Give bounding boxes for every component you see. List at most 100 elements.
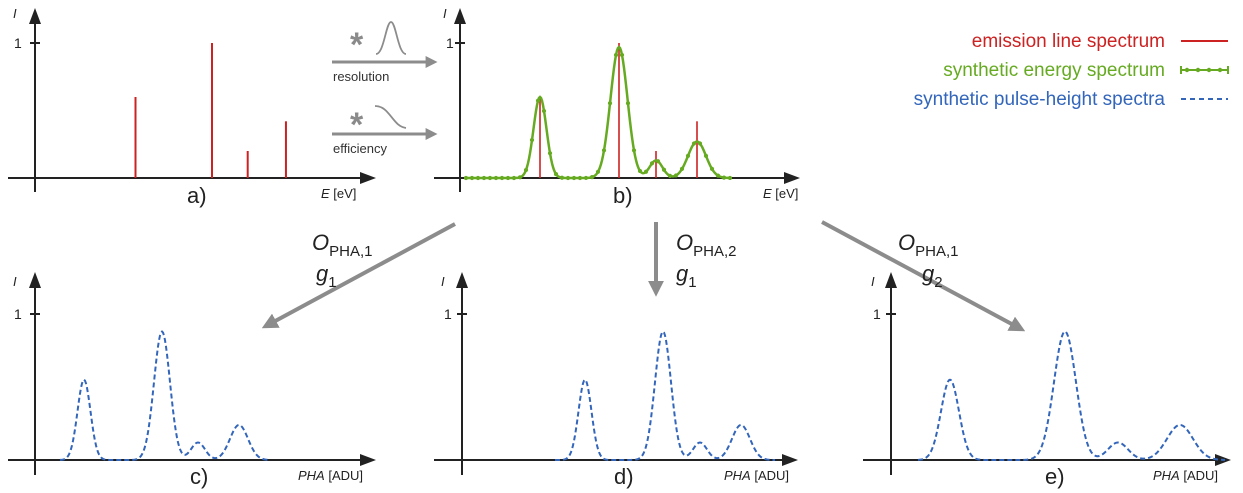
panel-e: I 1 PHA [ADU] e): [863, 272, 1231, 489]
efficiency-curve-icon: [374, 105, 407, 129]
panel-e-pha-spectrum: [917, 330, 1226, 461]
panel-a: I 1 E [eV] a): [8, 6, 376, 208]
panel-b-letter: b): [613, 183, 633, 208]
panel-b-x-arrowhead: [784, 172, 800, 184]
panel-d: I 1 PHA [ADU] d): [434, 272, 798, 489]
energy-point: [697, 141, 703, 146]
energy-point: [577, 175, 583, 181]
energy-point: [589, 175, 595, 180]
panel-d-letter: d): [614, 464, 634, 489]
gaussian-icon: [375, 21, 407, 55]
legend-energy-swatch: [1180, 66, 1229, 74]
panel-e-xlabel: PHA [ADU]: [1153, 468, 1218, 483]
energy-point: [571, 175, 577, 181]
energy-point: [493, 175, 499, 181]
legend-emission-text: emission line spectrum: [972, 31, 1165, 52]
panel-a-emission-lines: [134, 43, 287, 178]
energy-point: [715, 173, 721, 178]
energy-point: [685, 153, 691, 158]
panel-b-energy-spectrum: [464, 45, 731, 180]
panel-d-pha-spectrum: [555, 330, 776, 461]
energy-point: [595, 169, 601, 174]
efficiency-label: efficiency: [333, 141, 387, 156]
energy-point: [703, 153, 709, 158]
energy-point: [469, 175, 475, 181]
energy-point: [655, 159, 661, 164]
panel-b: I 1 E [eV] b): [434, 6, 800, 208]
energy-point: [691, 141, 697, 146]
energy-point: [625, 101, 631, 106]
operator-arrow-right: OPHA,1 g2: [821, 220, 1026, 332]
energy-point: [523, 167, 529, 173]
panel-b-y-arrowhead: [454, 8, 466, 24]
energy-point: [541, 108, 547, 114]
convolution-star-efficiency: *: [350, 106, 364, 144]
energy-point: [673, 173, 679, 178]
panel-a-x-arrowhead: [360, 172, 376, 184]
convolution-efficiency: * efficiency: [332, 105, 438, 156]
panel-c-xlabel: PHA [ADU]: [298, 468, 363, 483]
energy-point: [487, 175, 493, 181]
operator-arrow-left: OPHA,1 g1: [261, 222, 456, 329]
legend-pha-text: synthetic pulse-height spectra: [914, 89, 1166, 110]
panel-d-xlabel: PHA [ADU]: [724, 468, 789, 483]
panel-a-y-arrowhead: [29, 8, 41, 24]
energy-point: [679, 166, 685, 172]
energy-point: [535, 98, 541, 103]
panel-b-energy-points: [463, 52, 733, 181]
panel-b-emission-lines: [539, 43, 698, 178]
energy-point: [727, 175, 733, 181]
panel-c-ylabel: I: [13, 274, 17, 289]
arrow-to-panel-c: [261, 222, 456, 329]
convolution-star-resolution: *: [350, 26, 364, 64]
panel-a-tick-label: 1: [14, 35, 22, 51]
panel-c-x-arrowhead: [360, 454, 376, 466]
energy-point: [631, 148, 637, 153]
energy-point: [643, 169, 649, 174]
panel-d-tick-label: 1: [444, 306, 452, 322]
panel-a-ylabel: I: [13, 6, 17, 21]
panel-b-ylabel: I: [443, 6, 447, 21]
energy-point: [517, 175, 523, 180]
energy-point: [607, 101, 613, 106]
operator-right-o: OPHA,1: [898, 230, 958, 260]
panel-c-tick-label: 1: [14, 306, 22, 322]
panel-c: I 1 PHA [ADU] c): [8, 272, 376, 489]
panel-e-tick-label: 1: [873, 306, 881, 322]
energy-point: [463, 175, 469, 181]
legend: emission line spectrum synthetic energy …: [914, 31, 1229, 110]
energy-point: [511, 175, 517, 181]
legend-energy-text: synthetic energy spectrum: [943, 60, 1165, 81]
panel-a-letter: a): [187, 183, 207, 208]
operator-arrow-middle: OPHA,2 g1: [648, 222, 736, 297]
panel-d-x-arrowhead: [782, 454, 798, 466]
energy-point: [709, 166, 715, 172]
energy-point: [649, 161, 655, 166]
energy-point: [529, 137, 535, 143]
panel-b-xlabel: E [eV]: [763, 186, 798, 201]
energy-point: [613, 52, 619, 58]
energy-point: [475, 175, 481, 181]
energy-point: [601, 148, 607, 153]
energy-point: [637, 168, 643, 174]
energy-point: [505, 175, 511, 181]
arrow-to-panel-e: [821, 220, 1026, 332]
convolution-resolution: * resolution: [332, 21, 438, 84]
panel-e-letter: e): [1045, 464, 1065, 489]
energy-point: [667, 173, 673, 178]
operator-left-g: g1: [316, 261, 337, 291]
energy-point: [661, 167, 667, 172]
energy-point: [583, 175, 589, 181]
panel-c-pha-spectrum: [59, 330, 271, 461]
panel-c-y-arrowhead: [29, 272, 41, 288]
panel-c-letter: c): [190, 464, 208, 489]
operator-left-o: OPHA,1: [312, 230, 372, 260]
energy-point: [619, 52, 625, 58]
energy-point: [547, 151, 553, 156]
operator-right-g: g2: [922, 261, 943, 291]
energy-point: [499, 175, 505, 181]
energy-point: [481, 175, 487, 181]
panel-a-xlabel: E [eV]: [321, 186, 356, 201]
energy-point: [565, 175, 571, 181]
